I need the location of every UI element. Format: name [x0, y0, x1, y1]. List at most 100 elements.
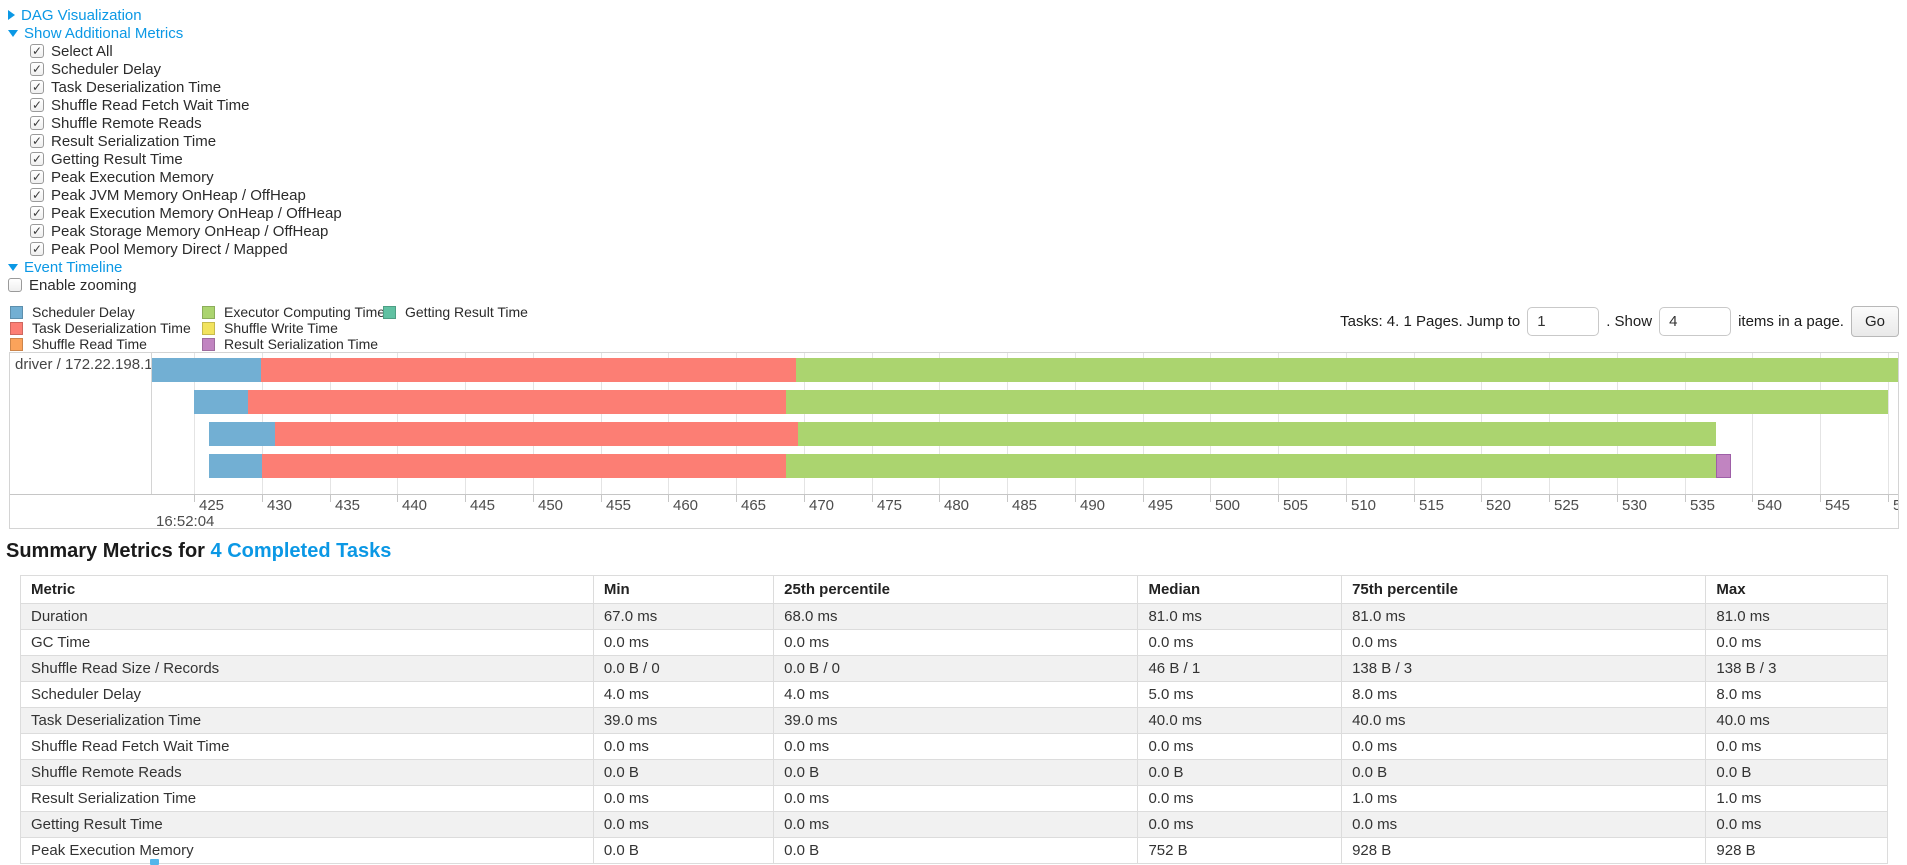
metric-value-cell: 0.0 ms	[1705, 629, 1888, 656]
axis-tick	[194, 495, 195, 502]
event-timeline-toggle[interactable]: Event Timeline	[8, 258, 342, 276]
task-3-task-deserialization-segment[interactable]	[261, 454, 787, 478]
items-per-page-input[interactable]	[1659, 307, 1732, 336]
event-timeline-link[interactable]: Event Timeline	[24, 258, 123, 276]
axis-tick	[533, 495, 534, 502]
metric-name-cell: Peak Execution Memory	[20, 837, 594, 864]
metric-value-cell: 68.0 ms	[773, 603, 1139, 630]
dag-visualization-toggle[interactable]: DAG Visualization	[8, 6, 342, 24]
metric-checkbox[interactable]	[30, 170, 44, 184]
metric-value-cell: 752 B	[1137, 837, 1343, 864]
dag-visualization-link[interactable]: DAG Visualization	[21, 6, 142, 24]
column-header: 75th percentile	[1341, 575, 1707, 604]
task-3-executor-computing-segment[interactable]	[786, 454, 1716, 478]
enable-zooming-checkbox[interactable]	[8, 278, 22, 292]
axis-tick	[1007, 495, 1008, 502]
metric-checkbox[interactable]	[30, 206, 44, 220]
legend-label: Scheduler Delay	[32, 304, 135, 320]
timeline-legend: Tasks: 4. 1 Pages. Jump to . Show items …	[10, 304, 1899, 352]
metric-value-cell: 0.0 ms	[773, 629, 1139, 656]
legend-item: Executor Computing Time	[202, 304, 385, 320]
summary-title-prefix: Summary Metrics for	[6, 540, 211, 562]
column-header: Median	[1137, 575, 1343, 604]
metric-name-cell: Getting Result Time	[20, 811, 594, 838]
metric-name-cell: Shuffle Read Size / Records	[20, 655, 594, 682]
table-row: Shuffle Read Fetch Wait Time 0.0 ms 0.0 ms…	[20, 733, 1888, 760]
metric-checkbox[interactable]	[30, 134, 44, 148]
completed-tasks-link[interactable]: 4 Completed Tasks	[210, 540, 392, 562]
metric-checkbox[interactable]	[30, 224, 44, 238]
metric-value-cell: 0.0 B	[1341, 759, 1707, 786]
axis-tick-label: 490	[1080, 497, 1106, 514]
show-additional-metrics-link[interactable]: Show Additional Metrics	[24, 24, 184, 42]
metric-checkbox[interactable]	[30, 80, 44, 94]
axis-tick	[1278, 495, 1279, 502]
task-2-scheduler-delay-segment[interactable]	[208, 422, 276, 446]
metric-checkbox[interactable]	[30, 242, 44, 256]
metric-checkbox-label: Peak Pool Memory Direct / Mapped	[51, 240, 288, 258]
task-3-result-serialization-segment[interactable]	[1715, 454, 1731, 478]
metric-value-cell: 0.0 ms	[773, 785, 1139, 812]
axis-tick-label: 470	[809, 497, 835, 514]
task-0-scheduler-delay-segment[interactable]	[152, 358, 262, 382]
chevron-down-icon	[8, 29, 18, 37]
axis-tick-label: 445	[470, 497, 496, 514]
task-pagination: Tasks: 4. 1 Pages. Jump to . Show items …	[1340, 306, 1899, 337]
legend-label: Getting Result Time	[405, 304, 528, 320]
metric-value-cell: 0.0 ms	[1137, 811, 1343, 838]
axis-tick-label: 545	[1825, 497, 1851, 514]
metric-checkbox-row: Peak JVM Memory OnHeap / OffHeap	[30, 186, 342, 204]
metric-value-cell: 0.0 B	[592, 759, 775, 786]
task-0-executor-computing-segment[interactable]	[795, 358, 1898, 382]
task-2-task-deserialization-segment[interactable]	[275, 422, 799, 446]
axis-tick	[1617, 495, 1618, 502]
metric-checkbox-row: Peak Execution Memory OnHeap / OffHeap	[30, 204, 342, 222]
go-button[interactable]: Go	[1850, 306, 1899, 337]
metric-checkbox-row: Task Deserialization Time	[30, 78, 342, 96]
jump-to-page-input[interactable]	[1527, 307, 1600, 336]
axis-tick	[465, 495, 466, 502]
axis-tick-label: 550	[1893, 497, 1898, 514]
table-row: Peak Execution Memory 0.0 B 0.0 B 752 B 928 …	[20, 837, 1888, 864]
metric-value-cell: 0.0 B	[592, 837, 775, 864]
axis-tick-label: 485	[1012, 497, 1038, 514]
metric-checkbox-label: Result Serialization Time	[51, 132, 217, 150]
metric-name-cell: Result Serialization Time	[20, 785, 594, 812]
task-2-executor-computing-segment[interactable]	[798, 422, 1716, 446]
axis-tick	[1752, 495, 1753, 502]
metric-checkbox[interactable]	[30, 62, 44, 76]
task-3-scheduler-delay-segment[interactable]	[208, 454, 262, 478]
metric-name-cell: GC Time	[20, 629, 594, 656]
metric-value-cell: 0.0 ms	[1341, 733, 1707, 760]
show-additional-metrics-toggle[interactable]: Show Additional Metrics	[8, 24, 342, 42]
task-0-task-deserialization-segment[interactable]	[261, 358, 796, 382]
metric-value-cell: 138 B / 3	[1341, 655, 1707, 682]
metric-checkbox[interactable]	[30, 98, 44, 112]
metric-checkbox-row: Result Serialization Time	[30, 132, 342, 150]
metric-checkbox-row: Shuffle Remote Reads	[30, 114, 342, 132]
axis-tick	[736, 495, 737, 502]
metric-value-cell: 928 B	[1341, 837, 1707, 864]
task-1-task-deserialization-segment[interactable]	[248, 390, 787, 414]
pagination-suffix-text: items in a page.	[1738, 313, 1844, 330]
legend-item: Shuffle Write Time	[202, 320, 385, 336]
metric-value-cell: 0.0 ms	[592, 785, 775, 812]
metric-checkbox[interactable]	[30, 44, 44, 58]
axis-tick-label: 455	[606, 497, 632, 514]
task-1-scheduler-delay-segment[interactable]	[194, 390, 249, 414]
table-row: Shuffle Read Size / Records 0.0 B / 0 0.0 …	[20, 655, 1888, 682]
metric-name-cell: Shuffle Remote Reads	[20, 759, 594, 786]
metric-value-cell: 81.0 ms	[1137, 603, 1343, 630]
axis-tick	[939, 495, 940, 502]
metric-checkbox[interactable]	[30, 116, 44, 130]
axis-tick	[601, 495, 602, 502]
metric-checkbox[interactable]	[30, 152, 44, 166]
enable-zooming-label: Enable zooming	[29, 276, 137, 294]
timeline-group-label: driver / 172.22.198.104	[15, 356, 151, 373]
task-1-executor-computing-segment[interactable]	[786, 390, 1888, 414]
legend-item: Scheduler Delay	[10, 304, 191, 320]
timeline-axis: 16:52:04 425 430 435 440 445 450 455 460 465 470 4…	[10, 494, 1898, 529]
metric-value-cell: 928 B	[1705, 837, 1888, 864]
metric-checkbox[interactable]	[30, 188, 44, 202]
axis-tick	[872, 495, 873, 502]
